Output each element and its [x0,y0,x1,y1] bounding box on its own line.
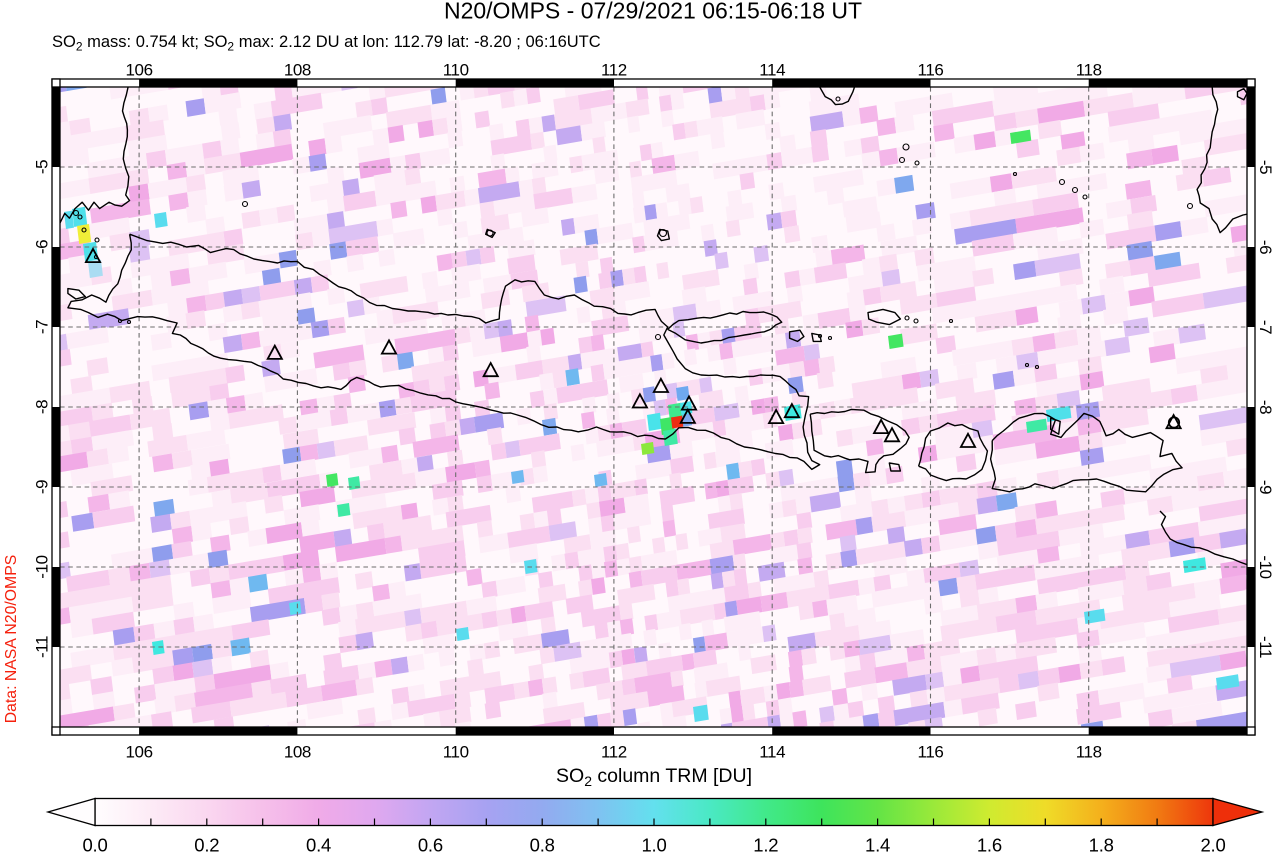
svg-text:114: 114 [759,61,785,80]
svg-text:1.4: 1.4 [865,835,890,854]
svg-text:SO2 mass: 0.754 kt; SO2 max: 2: SO2 mass: 0.754 kt; SO2 max: 2.12 DU at … [52,33,601,54]
svg-text:0.0: 0.0 [82,835,107,854]
svg-text:116: 116 [918,743,944,762]
svg-text:-7: -7 [32,320,51,334]
svg-text:118: 118 [1076,61,1102,80]
svg-text:-8: -8 [32,400,51,414]
svg-text:0.6: 0.6 [418,835,443,854]
svg-text:108: 108 [284,61,311,80]
svg-text:-5: -5 [1256,160,1272,174]
svg-text:Data: NASA N20/OMPS: Data: NASA N20/OMPS [3,555,20,724]
svg-text:-6: -6 [32,240,51,254]
svg-text:-11: -11 [32,636,51,658]
svg-text:SO2 column TRM [DU]: SO2 column TRM [DU] [556,765,752,789]
svg-text:N20/OMPS - 07/29/2021 06:15-06: N20/OMPS - 07/29/2021 06:15-06:18 UT [444,0,862,24]
svg-text:114: 114 [759,743,785,762]
svg-text:110: 110 [443,743,469,762]
svg-text:0.2: 0.2 [194,835,219,854]
svg-text:-9: -9 [1256,480,1272,494]
svg-text:0.4: 0.4 [306,835,331,854]
svg-text:0.8: 0.8 [530,835,555,854]
svg-text:-5: -5 [32,160,51,174]
svg-text:116: 116 [918,61,944,80]
svg-text:1.2: 1.2 [753,835,778,854]
svg-text:112: 112 [601,61,627,80]
svg-text:1.0: 1.0 [641,835,666,854]
svg-text:1.6: 1.6 [977,835,1002,854]
svg-text:1.8: 1.8 [1089,835,1114,854]
svg-text:-8: -8 [1256,400,1272,414]
svg-text:106: 106 [126,743,153,762]
svg-text:-9: -9 [32,480,51,494]
svg-text:-7: -7 [1256,320,1272,334]
svg-text:-10: -10 [1256,555,1272,578]
svg-text:2.0: 2.0 [1200,835,1225,854]
svg-text:-11: -11 [1256,636,1272,658]
svg-text:108: 108 [284,743,311,762]
svg-text:110: 110 [443,61,469,80]
svg-text:-6: -6 [1256,240,1272,254]
svg-text:112: 112 [601,743,627,762]
svg-text:-10: -10 [32,555,51,578]
svg-text:106: 106 [126,61,153,80]
svg-text:118: 118 [1076,743,1102,762]
